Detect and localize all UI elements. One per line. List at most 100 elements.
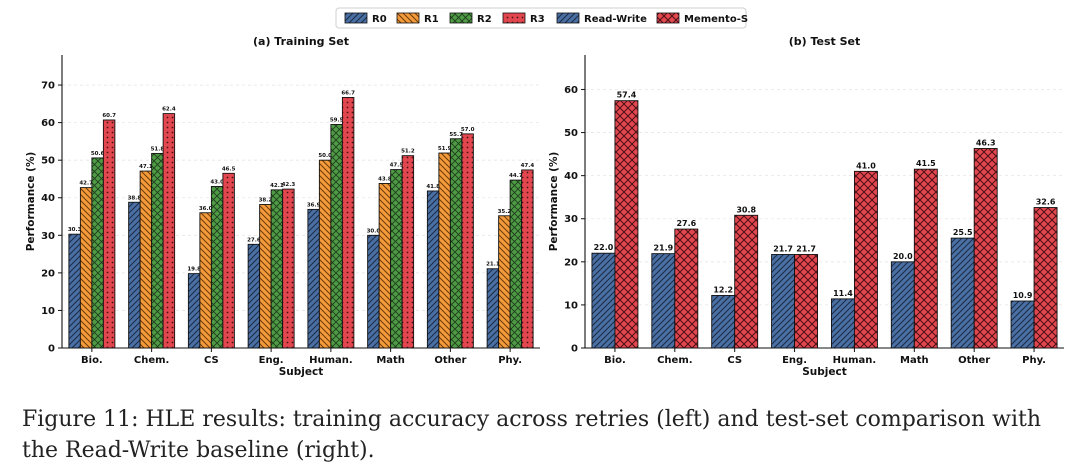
bar-r3-chem xyxy=(162,113,176,349)
data-label: 60.7 xyxy=(102,113,116,119)
bar-r3-math xyxy=(401,155,415,349)
data-label: 38.2 xyxy=(259,198,273,204)
legend-item-r2: R2 xyxy=(449,12,492,25)
bar-r0-chem xyxy=(128,201,141,349)
legend-swatch xyxy=(656,12,680,24)
bar-r1-other xyxy=(438,152,451,349)
data-label: 21.9 xyxy=(653,244,673,253)
figure-caption: Figure 11: HLE results: training accurac… xyxy=(22,407,1042,463)
bar-memento-s-bio xyxy=(614,100,639,349)
legend-swatch xyxy=(556,12,580,24)
data-label: 21.7 xyxy=(773,244,793,253)
x-tick-label: Human. xyxy=(309,355,353,366)
legend-label: R2 xyxy=(477,14,492,25)
bar-r2-other xyxy=(449,138,463,349)
bar-read-write-cs xyxy=(711,294,736,349)
bar-memento-s-human xyxy=(853,170,878,349)
data-label: 42.7 xyxy=(79,181,93,187)
legend-frame xyxy=(335,7,747,29)
data-label: 42.3 xyxy=(282,182,296,188)
bar-r2-human xyxy=(330,124,343,349)
data-label: 50.6 xyxy=(91,151,105,157)
data-label: 10.9 xyxy=(1013,291,1033,300)
y-tick-label: 20 xyxy=(564,257,578,268)
legend-item-read-write: Read-Write xyxy=(556,12,647,25)
bar-read-write-other xyxy=(950,237,975,349)
legend-swatch xyxy=(396,12,420,24)
bar-memento-s-eng xyxy=(794,254,819,349)
chart-title: (b) Test Set xyxy=(789,35,861,48)
bar-r1-phy xyxy=(498,215,511,349)
legend-label: Read-Write xyxy=(584,14,647,25)
y-tick-label: 50 xyxy=(41,156,55,167)
x-tick-label: Eng. xyxy=(782,355,807,366)
legend-item-r0: R0 xyxy=(344,12,387,25)
bar-r1-bio xyxy=(79,187,93,349)
data-label: 51.8 xyxy=(151,146,165,152)
y-tick-label: 50 xyxy=(564,128,578,139)
bar-r1-human xyxy=(318,159,332,349)
bar-read-write-bio xyxy=(591,252,616,349)
data-label: 43.8 xyxy=(378,176,392,182)
y-tick-label: 60 xyxy=(564,85,578,96)
training-set-chart: (a) Training Set 0 10 20 30 40 50 60 70 30.3 42.7 5… xyxy=(25,35,540,378)
bar-memento-s-cs xyxy=(734,214,759,349)
bar-r1-chem xyxy=(139,170,153,349)
bar-r3-cs xyxy=(222,172,235,349)
data-label: 50.0 xyxy=(318,153,332,159)
y-tick-label: 70 xyxy=(41,81,55,92)
data-label: 30.3 xyxy=(68,227,82,233)
bar-read-write-phy xyxy=(1010,300,1035,349)
x-tick-label: Chem. xyxy=(134,355,169,366)
bar-r0-eng xyxy=(247,243,261,349)
legend: R0 R1 R2 R3 Read-Write Memento-S xyxy=(335,7,748,29)
bar-r2-cs xyxy=(210,186,224,349)
bar-r1-eng xyxy=(259,204,272,349)
y-tick-label: 40 xyxy=(564,171,578,182)
legend-label: Memento-S xyxy=(684,14,748,25)
data-label: 30.8 xyxy=(736,205,756,214)
y-tick-label: 20 xyxy=(41,268,55,279)
bar-memento-s-chem xyxy=(674,228,699,349)
bar-read-write-math xyxy=(890,261,915,349)
bar-r3-phy xyxy=(521,169,534,349)
bar-r3-bio xyxy=(102,119,116,349)
data-label: 27.6 xyxy=(247,237,261,243)
legend-item-r1: R1 xyxy=(396,12,439,25)
data-label: 43.0 xyxy=(210,179,224,185)
legend-label: R1 xyxy=(424,14,439,25)
data-label: 44.7 xyxy=(509,173,523,179)
x-tick-label: Math xyxy=(376,355,405,366)
bar-r2-phy xyxy=(509,179,523,349)
y-tick-label: 0 xyxy=(48,344,55,355)
x-tick-label: Math xyxy=(900,355,929,366)
y-tick-label: 0 xyxy=(571,344,578,355)
x-tick-label: Bio. xyxy=(81,355,103,366)
y-axis-label: Performance (%) xyxy=(548,152,560,252)
x-tick-label: Phy. xyxy=(1022,355,1046,366)
data-label: 36.9 xyxy=(307,202,321,208)
y-tick-label: 30 xyxy=(41,231,55,242)
data-label: 62.4 xyxy=(162,107,176,113)
data-label: 19.8 xyxy=(187,267,201,273)
bar-r2-bio xyxy=(91,157,104,349)
data-label: 46.3 xyxy=(976,139,996,148)
bar-r3-other xyxy=(461,133,474,349)
data-label: 66.7 xyxy=(341,90,355,96)
bar-r2-eng xyxy=(270,189,284,349)
data-label: 47.1 xyxy=(139,164,153,170)
data-label: 51.2 xyxy=(401,149,415,155)
legend-item-memento-s: Memento-S xyxy=(656,12,748,25)
data-label: 41.5 xyxy=(916,159,936,168)
x-tick-label: CS xyxy=(727,355,742,366)
x-axis-label: Subject xyxy=(279,366,324,378)
data-label: 57.4 xyxy=(617,91,637,100)
bar-r0-human xyxy=(307,208,320,349)
x-tick-label: CS xyxy=(204,355,219,366)
legend-swatch xyxy=(502,12,526,24)
bar-read-write-eng xyxy=(771,254,796,349)
data-label: 59.5 xyxy=(330,117,344,123)
bar-r1-cs xyxy=(199,212,212,349)
bar-memento-s-phy xyxy=(1033,207,1058,349)
data-label: 12.2 xyxy=(713,285,733,294)
